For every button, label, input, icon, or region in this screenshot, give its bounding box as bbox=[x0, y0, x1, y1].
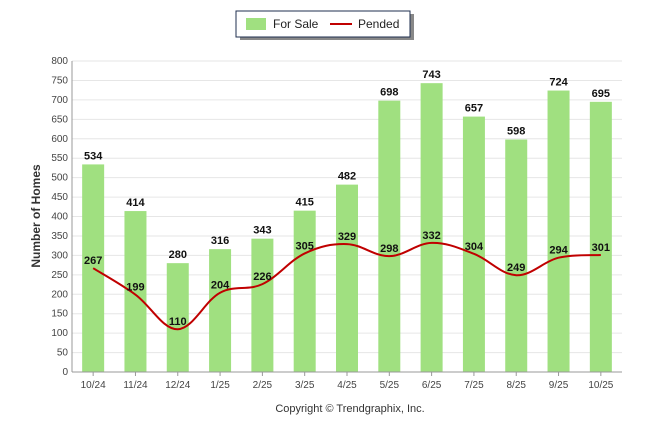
y-tick-label: 450 bbox=[51, 192, 68, 203]
legend: For Sale Pended bbox=[235, 10, 414, 40]
x-tick-label: 4/25 bbox=[337, 380, 357, 391]
y-tick-label: 0 bbox=[62, 367, 68, 378]
bar-for-sale bbox=[251, 238, 274, 372]
y-tick-label: 100 bbox=[51, 328, 68, 339]
data-label-for-sale: 698 bbox=[380, 87, 398, 99]
bar-for-sale bbox=[505, 139, 528, 372]
data-label-for-sale: 343 bbox=[253, 225, 271, 237]
bar-for-sale bbox=[420, 83, 443, 372]
data-label-for-sale: 482 bbox=[338, 171, 356, 183]
data-label-for-sale: 414 bbox=[126, 197, 145, 209]
data-label-pended: 329 bbox=[338, 231, 356, 243]
x-tick-label: 6/25 bbox=[422, 380, 442, 391]
legend-label-pended: Pended bbox=[358, 17, 399, 31]
bar-for-sale bbox=[209, 249, 232, 372]
bar-for-sale bbox=[378, 100, 401, 372]
x-tick-label: 5/25 bbox=[380, 380, 400, 391]
y-tick-label: 300 bbox=[51, 250, 68, 261]
x-tick-label: 10/25 bbox=[588, 380, 613, 391]
y-tick-label: 650 bbox=[51, 114, 68, 125]
y-tick-label: 800 bbox=[51, 56, 68, 67]
y-tick-label: 550 bbox=[51, 153, 68, 164]
pended-line bbox=[92, 241, 601, 331]
data-label-pended: 226 bbox=[253, 271, 271, 283]
data-label-pended: 249 bbox=[507, 262, 525, 274]
data-label-for-sale: 695 bbox=[592, 88, 610, 100]
bar-for-sale bbox=[166, 263, 189, 372]
legend-label-for-sale: For Sale bbox=[273, 17, 319, 31]
data-label-pended: 267 bbox=[84, 255, 102, 267]
x-axis: 10/24 11/24 12/24 1/25 2/25 3/25 4/25 5/25 6/25 7… bbox=[72, 371, 622, 391]
x-tick-label: 2/25 bbox=[253, 380, 273, 391]
data-label-pended: 298 bbox=[380, 243, 398, 255]
x-tick-label: 10/24 bbox=[81, 380, 106, 391]
bar-for-sale bbox=[589, 101, 612, 372]
data-label-pended: 304 bbox=[465, 241, 484, 253]
copyright-text: Copyright © Trendgraphix, Inc. bbox=[275, 403, 424, 415]
y-tick-label: 600 bbox=[51, 134, 68, 145]
x-tick-label: 7/25 bbox=[464, 380, 484, 391]
y-tick-label: 750 bbox=[51, 75, 68, 86]
data-label-pended: 294 bbox=[549, 245, 568, 257]
y-tick-label: 200 bbox=[51, 289, 68, 300]
data-label-pended: 204 bbox=[211, 280, 230, 292]
y-tick-label: 700 bbox=[51, 95, 68, 106]
bar-for-sale bbox=[293, 210, 316, 372]
bar-for-sale bbox=[547, 90, 570, 373]
y-axis: 0 50 100 150 200 250 300 350 400 450 500 550 600 650 7… bbox=[51, 56, 73, 378]
data-label-for-sale: 534 bbox=[84, 150, 103, 162]
y-tick-label: 400 bbox=[51, 212, 68, 223]
data-label-pended: 199 bbox=[126, 282, 144, 294]
data-label-for-sale: 316 bbox=[211, 235, 229, 247]
data-label-pended: 305 bbox=[296, 240, 314, 252]
x-tick-label: 9/25 bbox=[549, 380, 569, 391]
data-label-for-sale: 598 bbox=[507, 126, 525, 138]
line-pended bbox=[92, 241, 601, 331]
data-labels: 534 414 280 316 343 415 482 698 743 657 598 724 695 2… bbox=[84, 69, 610, 328]
bars bbox=[82, 83, 612, 373]
y-tick-label: 350 bbox=[51, 231, 68, 242]
y-axis-title: Number of Homes bbox=[29, 164, 43, 268]
x-tick-label: 1/25 bbox=[210, 380, 230, 391]
x-tick-label: 11/24 bbox=[123, 380, 148, 391]
x-tick-label: 8/25 bbox=[506, 380, 526, 391]
bar-for-sale bbox=[462, 116, 485, 372]
bar-for-sale bbox=[124, 211, 147, 372]
bar-for-sale bbox=[336, 184, 358, 372]
data-label-pended: 301 bbox=[592, 242, 610, 254]
y-tick-label: 500 bbox=[51, 173, 68, 184]
legend-swatch-for-sale bbox=[246, 18, 266, 30]
x-tick-label: 12/24 bbox=[165, 380, 190, 391]
data-label-for-sale: 280 bbox=[169, 249, 187, 261]
data-label-pended: 332 bbox=[422, 230, 440, 242]
data-label-for-sale: 657 bbox=[465, 103, 483, 115]
y-tick-label: 250 bbox=[51, 270, 68, 281]
data-label-for-sale: 724 bbox=[549, 77, 568, 89]
data-label-pended: 110 bbox=[169, 316, 187, 328]
y-tick-label: 50 bbox=[57, 348, 69, 359]
x-tick-label: 3/25 bbox=[295, 380, 315, 391]
data-label-for-sale: 743 bbox=[422, 69, 440, 81]
data-label-for-sale: 415 bbox=[296, 197, 314, 209]
y-tick-label: 150 bbox=[51, 309, 68, 320]
